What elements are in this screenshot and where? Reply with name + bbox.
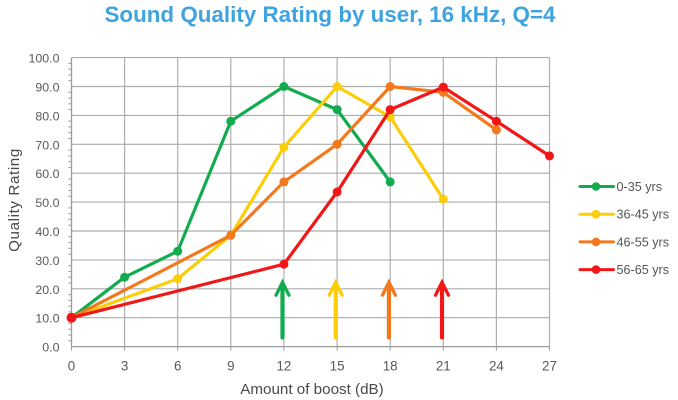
svg-text:70.0: 70.0 xyxy=(35,138,59,152)
svg-text:27: 27 xyxy=(542,359,557,374)
svg-text:Quality Rating: Quality Rating xyxy=(6,148,23,252)
svg-text:56-65 yrs: 56-65 yrs xyxy=(617,263,670,277)
svg-text:18: 18 xyxy=(383,359,398,374)
svg-text:3: 3 xyxy=(121,359,128,374)
svg-text:10.0: 10.0 xyxy=(35,312,59,326)
svg-text:20.0: 20.0 xyxy=(35,283,59,297)
svg-text:6: 6 xyxy=(174,359,181,374)
svg-text:46-55 yrs: 46-55 yrs xyxy=(617,235,670,249)
svg-text:50.0: 50.0 xyxy=(35,196,59,210)
svg-text:12: 12 xyxy=(276,359,291,374)
svg-text:15: 15 xyxy=(330,359,345,374)
svg-text:60.0: 60.0 xyxy=(35,167,59,181)
svg-text:0-35 yrs: 0-35 yrs xyxy=(617,180,663,194)
svg-text:40.0: 40.0 xyxy=(35,225,59,239)
svg-text:90.0: 90.0 xyxy=(35,81,59,95)
svg-text:36-45 yrs: 36-45 yrs xyxy=(617,208,670,222)
svg-text:9: 9 xyxy=(227,359,234,374)
svg-text:80.0: 80.0 xyxy=(35,109,59,123)
svg-text:24: 24 xyxy=(489,359,504,374)
svg-text:21: 21 xyxy=(436,359,451,374)
svg-text:Amount of boost (dB): Amount of boost (dB) xyxy=(240,381,384,398)
svg-text:100.0: 100.0 xyxy=(28,52,59,66)
svg-text:Sound Quality Rating by user,: Sound Quality Rating by user, 16 kHz, Q=… xyxy=(104,2,556,27)
svg-text:0.0: 0.0 xyxy=(42,341,59,355)
svg-text:0: 0 xyxy=(68,359,75,374)
svg-text:30.0: 30.0 xyxy=(35,254,59,268)
